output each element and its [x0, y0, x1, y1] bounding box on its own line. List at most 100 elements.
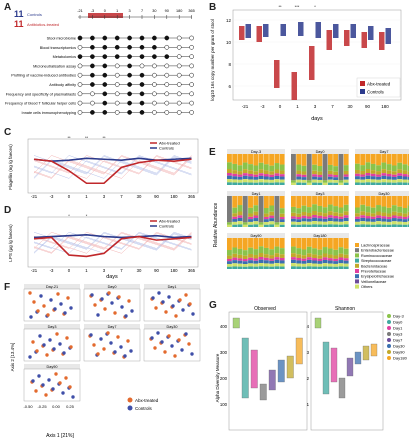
legend-swatch [387, 356, 391, 360]
abundance-segment [232, 247, 238, 254]
abundance-segment [327, 260, 333, 264]
box-observed [268, 369, 276, 391]
abundance-segment [317, 261, 323, 264]
abundance-segment [227, 222, 232, 225]
timepoint-dot [139, 72, 145, 78]
abundance-segment [312, 204, 317, 211]
facet-title: Day7 [380, 150, 389, 154]
abundance-segment [279, 266, 285, 269]
abundance-segment [376, 215, 381, 218]
sample-point [55, 332, 59, 336]
abundance-segment [402, 219, 408, 222]
abundance-segment [227, 182, 232, 185]
abundance-segment [279, 164, 285, 171]
timepoint-dot [90, 63, 95, 69]
abundance-segment [253, 179, 259, 183]
legend-swatch [387, 320, 391, 324]
box-observed [277, 359, 285, 383]
abundance-segment [306, 238, 312, 247]
abundance-segment [312, 248, 317, 255]
abundance-segment [360, 217, 366, 222]
abundance-segment [258, 173, 264, 176]
sample-point [181, 308, 185, 312]
x-tick-label: -3 [50, 268, 54, 273]
abundance-segment [263, 170, 269, 175]
abundance-segment [237, 221, 243, 225]
timepoint-dot [152, 63, 157, 69]
abundance-segment [291, 212, 296, 217]
abundance-segment [338, 247, 344, 254]
abundance-segment [274, 238, 280, 247]
abundance-segment [301, 196, 307, 206]
abundance-segment [296, 164, 302, 171]
abundance-segment [306, 154, 312, 181]
abundance-segment [322, 247, 328, 254]
abundance-segment [360, 204, 366, 212]
observed-title: Observed [254, 306, 276, 312]
sample-point [41, 383, 45, 387]
abundance-segment [227, 258, 232, 262]
abundance-segment [317, 255, 323, 259]
abundance-segment [232, 266, 238, 269]
timepoint-dot [127, 82, 132, 87]
abundance-segment [296, 222, 302, 225]
x-tick-label: 0 [279, 104, 282, 109]
assay-label: Microneutralisation assay [33, 64, 76, 68]
sample-point [113, 350, 117, 354]
abundance-segment [317, 205, 323, 213]
antibiotic-period-bar [88, 13, 123, 18]
abundance-segment [232, 170, 238, 174]
abundance-segment [258, 259, 264, 263]
abundance-segment [296, 257, 302, 261]
abundance-segment [301, 218, 307, 222]
timepoint-dot [139, 82, 145, 87]
abundance-segment [381, 182, 387, 185]
abundance-segment [227, 224, 232, 227]
abundance-segment [381, 173, 387, 176]
x-tick-label: 7 [120, 194, 123, 199]
y-tick-label: 12 [226, 18, 232, 23]
abundance-segment [248, 179, 253, 183]
legend-swatch [387, 332, 391, 336]
abundance-segment [333, 171, 339, 176]
abundance-segment [306, 196, 312, 208]
sample-point [28, 355, 32, 359]
sample-point [44, 393, 48, 397]
day-label: 30 [152, 9, 156, 13]
abundance-segment [317, 218, 323, 222]
x-tick-label: 365 [188, 194, 196, 199]
sample-point [32, 300, 36, 304]
abundance-segment [258, 224, 264, 227]
day-label: 1 [116, 9, 118, 13]
abundance-segment [279, 170, 285, 175]
legend-swatch-abx [360, 81, 365, 86]
timepoint-dot [189, 35, 194, 41]
facet-title: Day30 [379, 192, 390, 196]
assay-label: Frequency and specificity of plasmablast… [6, 92, 76, 96]
abundance-segment [322, 221, 328, 225]
sample-point [174, 314, 178, 318]
boxes [232, 317, 378, 401]
abundance-segment [343, 221, 349, 225]
sample-point [42, 304, 46, 308]
abundance-segment [333, 180, 339, 183]
timepoint-dot [127, 63, 132, 69]
timepoint-dot [114, 82, 120, 87]
box-observed [241, 337, 249, 399]
abundance-segment [269, 211, 275, 216]
abundance-segment [296, 224, 302, 227]
abundance-segment [327, 221, 333, 225]
x-tick-label: 1 [85, 194, 88, 199]
abundance-segment [258, 162, 264, 170]
abundance-segment [301, 263, 307, 267]
sig-mark: ** [85, 135, 89, 140]
day-label: -3 [91, 9, 94, 13]
abundance-segment [327, 217, 333, 222]
abundance-segment [296, 219, 302, 223]
abundance-segment [407, 196, 409, 206]
abundance-segment [253, 182, 259, 185]
timeline-days: -21 -3 0 1 3 7 30 90 180 365 [77, 9, 195, 19]
abundance-segment [232, 213, 238, 217]
panel-label-b: B [209, 2, 217, 13]
x-ticks: -21 -3 0 1 3 7 30 90 180 365 [31, 194, 196, 199]
